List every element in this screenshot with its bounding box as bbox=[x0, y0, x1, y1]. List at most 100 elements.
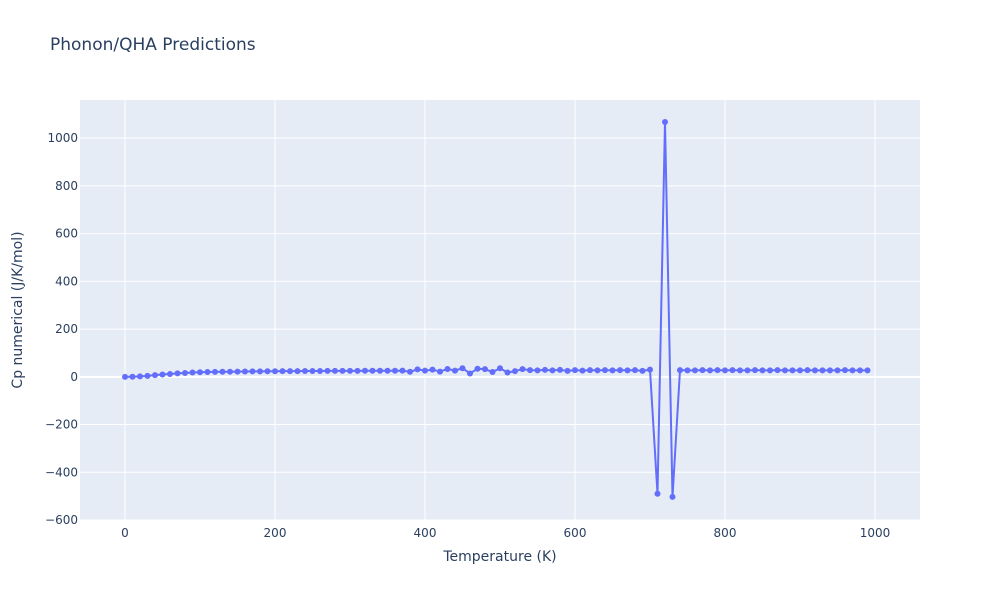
data-point[interactable] bbox=[834, 367, 841, 374]
data-point[interactable] bbox=[152, 372, 158, 379]
data-point[interactable] bbox=[804, 367, 811, 374]
data-point[interactable] bbox=[849, 367, 856, 374]
data-point[interactable] bbox=[279, 368, 286, 375]
data-point[interactable] bbox=[654, 490, 661, 497]
data-point[interactable] bbox=[594, 367, 601, 374]
data-point[interactable] bbox=[812, 367, 818, 374]
data-point[interactable] bbox=[617, 367, 623, 374]
data-point[interactable] bbox=[564, 367, 571, 374]
data-point[interactable] bbox=[572, 367, 578, 374]
data-point[interactable] bbox=[519, 366, 526, 373]
data-point[interactable] bbox=[587, 367, 593, 374]
data-point[interactable] bbox=[227, 368, 233, 375]
data-point[interactable] bbox=[324, 367, 331, 374]
data-point[interactable] bbox=[452, 367, 458, 374]
data-point[interactable] bbox=[797, 367, 803, 374]
data-point[interactable] bbox=[144, 372, 151, 379]
data-point[interactable] bbox=[699, 367, 706, 374]
data-point[interactable] bbox=[264, 368, 271, 375]
data-point[interactable] bbox=[369, 367, 376, 374]
data-point[interactable] bbox=[354, 367, 361, 374]
data-point[interactable] bbox=[429, 366, 436, 373]
data-point[interactable] bbox=[249, 368, 256, 375]
data-point[interactable] bbox=[204, 369, 211, 376]
data-point[interactable] bbox=[714, 367, 721, 374]
data-point[interactable] bbox=[819, 367, 826, 374]
data-point[interactable] bbox=[377, 367, 383, 374]
data-point[interactable] bbox=[782, 367, 788, 374]
data-point[interactable] bbox=[407, 368, 413, 375]
data-point[interactable] bbox=[219, 368, 226, 375]
data-point[interactable] bbox=[722, 367, 728, 374]
data-point[interactable] bbox=[482, 366, 488, 373]
data-point[interactable] bbox=[189, 369, 196, 376]
data-point[interactable] bbox=[197, 369, 203, 376]
data-point[interactable] bbox=[579, 367, 586, 374]
data-point[interactable] bbox=[759, 367, 766, 374]
data-point[interactable] bbox=[287, 368, 293, 375]
data-point[interactable] bbox=[317, 367, 323, 374]
data-point[interactable] bbox=[677, 367, 683, 374]
data-point[interactable] bbox=[137, 373, 143, 380]
data-point[interactable] bbox=[857, 367, 863, 374]
data-point[interactable] bbox=[842, 367, 848, 374]
data-point[interactable] bbox=[332, 367, 338, 374]
data-point[interactable] bbox=[347, 367, 353, 374]
data-point[interactable] bbox=[662, 118, 668, 125]
data-point[interactable] bbox=[474, 365, 481, 372]
data-point[interactable] bbox=[737, 367, 743, 374]
data-point[interactable] bbox=[129, 373, 136, 380]
data-point[interactable] bbox=[534, 367, 541, 374]
data-point[interactable] bbox=[459, 365, 466, 372]
data-point[interactable] bbox=[182, 370, 188, 376]
data-point[interactable] bbox=[497, 365, 503, 372]
data-point[interactable] bbox=[234, 368, 241, 375]
data-point[interactable] bbox=[257, 368, 263, 375]
data-point[interactable] bbox=[384, 367, 391, 374]
data-point[interactable] bbox=[422, 367, 428, 374]
data-point[interactable] bbox=[827, 367, 833, 374]
data-point[interactable] bbox=[399, 367, 406, 374]
data-point[interactable] bbox=[159, 371, 166, 378]
data-point[interactable] bbox=[489, 369, 496, 376]
data-point[interactable] bbox=[437, 368, 443, 375]
data-point[interactable] bbox=[504, 369, 511, 376]
data-point[interactable] bbox=[309, 367, 316, 374]
data-point[interactable] bbox=[302, 367, 308, 374]
data-point[interactable] bbox=[729, 367, 736, 374]
data-point[interactable] bbox=[512, 368, 518, 375]
data-point[interactable] bbox=[392, 367, 398, 374]
data-point[interactable] bbox=[467, 370, 473, 377]
data-point[interactable] bbox=[647, 366, 653, 373]
data-point[interactable] bbox=[684, 367, 691, 374]
data-point[interactable] bbox=[632, 367, 638, 374]
data-point[interactable] bbox=[362, 367, 368, 374]
data-point[interactable] bbox=[602, 367, 608, 374]
data-point[interactable] bbox=[294, 368, 301, 375]
data-point[interactable] bbox=[339, 367, 346, 374]
data-point[interactable] bbox=[744, 367, 751, 374]
data-point[interactable] bbox=[212, 368, 218, 375]
data-point[interactable] bbox=[242, 368, 248, 375]
data-point[interactable] bbox=[272, 368, 278, 375]
data-point[interactable] bbox=[774, 367, 781, 374]
data-point[interactable] bbox=[527, 367, 533, 374]
data-point[interactable] bbox=[707, 367, 713, 374]
data-point[interactable] bbox=[542, 366, 548, 373]
data-point[interactable] bbox=[692, 367, 698, 374]
data-point[interactable] bbox=[444, 365, 451, 372]
data-point[interactable] bbox=[864, 367, 871, 374]
data-point[interactable] bbox=[167, 370, 173, 377]
data-point[interactable] bbox=[174, 370, 181, 377]
data-point[interactable] bbox=[624, 367, 631, 374]
data-point[interactable] bbox=[122, 373, 128, 380]
data-point[interactable] bbox=[609, 367, 616, 374]
data-point[interactable] bbox=[557, 366, 563, 373]
data-point[interactable] bbox=[752, 367, 758, 374]
data-point[interactable] bbox=[669, 493, 676, 500]
data-point[interactable] bbox=[414, 366, 421, 373]
data-point[interactable] bbox=[767, 367, 773, 374]
data-point[interactable] bbox=[549, 367, 556, 374]
data-point[interactable] bbox=[639, 367, 646, 374]
data-point[interactable] bbox=[789, 367, 796, 374]
